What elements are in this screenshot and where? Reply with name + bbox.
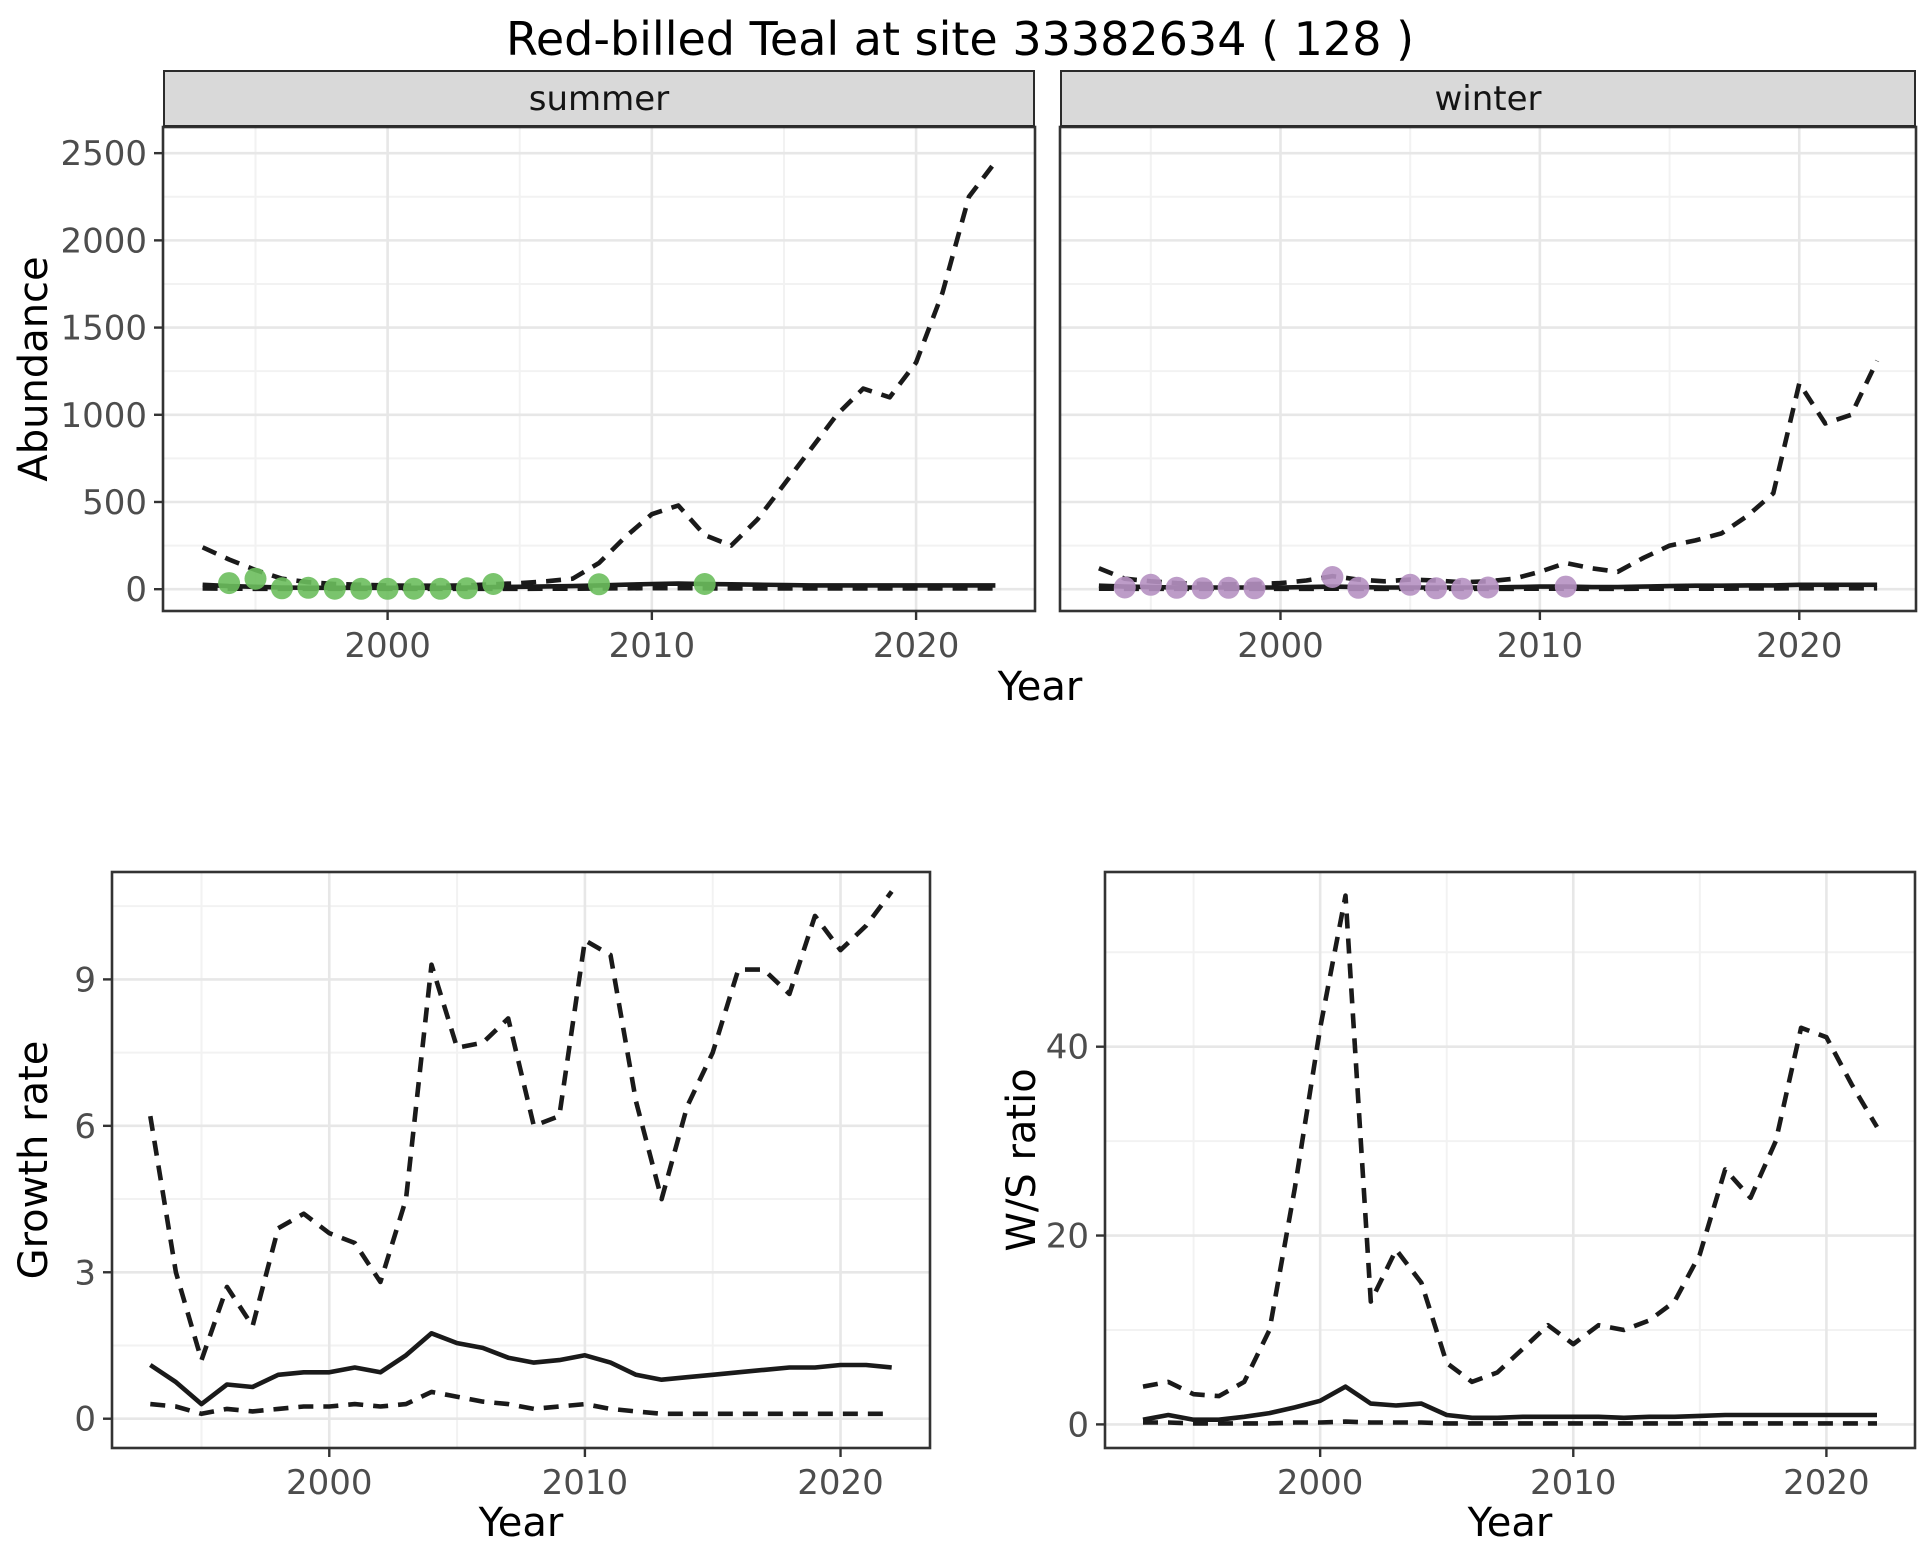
abundance_summer-observed-point	[403, 577, 425, 600]
abundance_winter-observed-point	[1243, 577, 1266, 600]
x-tick-label: 2020	[1783, 1463, 1870, 1503]
abundance_winter-observed-point	[1113, 576, 1136, 599]
y-tick-label: 1000	[60, 396, 147, 436]
y-tick-label: 0	[1067, 1405, 1089, 1445]
abundance_summer-observed-point	[588, 573, 610, 596]
plot-title: Red-billed Teal at site 33382634 ( 128 )	[505, 12, 1415, 66]
x-axis-title-year-bottom-left: Year	[478, 1500, 564, 1546]
x-tick-label: 2010	[1530, 1463, 1617, 1503]
y-axis-title-ws-ratio: W/S ratio	[999, 1068, 1045, 1252]
y-tick-label: 20	[1046, 1217, 1089, 1257]
abundance_winter-observed-point	[1477, 576, 1499, 599]
growth_rate-panel-border	[110, 870, 932, 1450]
y-axis-title-growth-rate: Growth rate	[11, 1040, 57, 1280]
y-axis-title-abundance: Abundance	[11, 256, 57, 482]
facet-strip-winter-label: winter	[1434, 78, 1542, 119]
abundance_winter-observed-point	[1139, 573, 1162, 596]
abundance_summer-observed-point	[218, 572, 241, 595]
panel-abundance_summer: 2000 2010 2020 0 500 1000 1500 2000 2500	[60, 125, 1037, 666]
panel-growth_rate: 2000 2010 2020 0 3 6 9	[74, 870, 932, 1503]
panel-ws_ratio: 2000 2010 2020 0 20 40	[1046, 870, 1917, 1503]
y-tick-label: 2000	[60, 221, 147, 261]
abundance_winter-observed-point	[1347, 576, 1370, 599]
facet-strip-winter: winter	[1060, 70, 1916, 127]
abundance_summer-upper_ci-line	[201, 160, 998, 588]
panel-abundance_winter: 2000 2010 2020	[1058, 125, 1918, 666]
x-tick-label: 2020	[1756, 626, 1843, 666]
x-axis-title-year-bottom-right: Year	[1467, 1500, 1553, 1546]
x-tick-label: 2010	[542, 1463, 629, 1503]
abundance_winter-observed-point	[1165, 576, 1188, 599]
abundance_summer-observed-point	[270, 577, 293, 600]
growth_rate-upper_ci-line	[148, 890, 894, 1363]
ws_ratio-upper_ci-line	[1142, 893, 1879, 1399]
abundance_summer-observed-point	[244, 567, 267, 590]
x-tick-label: 2020	[797, 1463, 884, 1503]
ws_ratio-panel-border	[1103, 870, 1917, 1450]
abundance_summer-observed-point	[693, 573, 716, 595]
x-tick-label: 2010	[609, 626, 696, 666]
abundance_summer-observed-point	[297, 576, 320, 599]
abundance_summer-panel-border	[161, 125, 1037, 613]
x-tick-label: 2000	[344, 626, 431, 666]
y-tick-label: 40	[1046, 1028, 1089, 1068]
y-tick-label: 0	[125, 570, 147, 610]
ws_ratio-mean-line	[1142, 1384, 1877, 1422]
x-tick-label: 2010	[1497, 626, 1584, 666]
x-tick-label: 2000	[1277, 1463, 1364, 1503]
abundance_winter-observed-point	[1191, 577, 1214, 600]
abundance_winter-observed-point	[1399, 573, 1422, 596]
abundance_summer-observed-point	[482, 573, 505, 595]
abundance_summer-observed-point	[455, 577, 478, 600]
abundance_summer-observed-point	[350, 577, 373, 600]
abundance_winter-upper_ci-line	[1098, 359, 1880, 587]
abundance_winter-observed-point	[1554, 575, 1577, 598]
y-tick-label: 0	[74, 1400, 96, 1440]
abundance_winter-observed-point	[1425, 577, 1448, 600]
growth_rate-mean-line	[149, 1331, 892, 1407]
y-tick-label: 6	[74, 1107, 96, 1147]
y-tick-label: 2500	[60, 134, 147, 174]
facet-strip-summer-label: summer	[528, 78, 670, 119]
abundance_summer-observed-point	[429, 577, 452, 600]
y-tick-label: 1500	[60, 309, 147, 349]
x-tick-label: 2020	[873, 626, 960, 666]
x-tick-label: 2000	[286, 1463, 373, 1503]
y-tick-label: 3	[74, 1253, 96, 1293]
abundance_winter-observed-point	[1451, 577, 1474, 600]
x-axis-title-year-top: Year	[997, 664, 1083, 710]
growth_rate-lower_ci-line	[150, 1389, 892, 1417]
abundance_summer-observed-point	[323, 577, 346, 600]
y-tick-label: 500	[82, 483, 147, 523]
abundance_winter-observed-point	[1321, 566, 1344, 588]
ws_ratio-lower_ci-line	[1143, 1419, 1877, 1426]
abundance_winter-observed-point	[1217, 576, 1240, 599]
y-tick-label: 9	[74, 960, 96, 1000]
abundance_summer-observed-point	[376, 577, 399, 600]
facet-strip-summer: summer	[163, 70, 1035, 127]
abundance_winter-panel-border	[1058, 125, 1918, 613]
x-tick-label: 2000	[1237, 626, 1324, 666]
